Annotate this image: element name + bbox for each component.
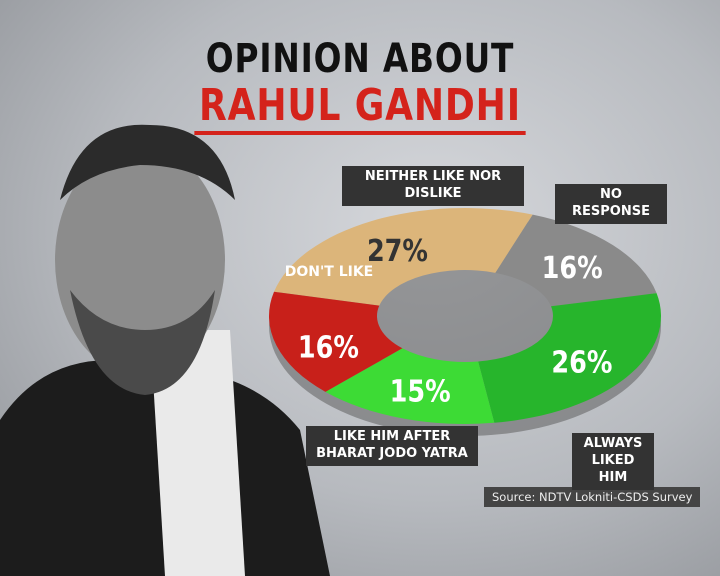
subtitle-text: RAHUL GANDHI xyxy=(194,80,526,135)
value-label: 16% xyxy=(298,330,359,366)
chart-title: OPINION ABOUT xyxy=(205,36,515,82)
category-label: LIKE HIM AFTER BHARAT JODO YATRA xyxy=(306,426,478,466)
donut-slice xyxy=(325,348,495,424)
value-label: 16% xyxy=(542,250,603,286)
donut-slice xyxy=(478,293,661,423)
chart-subtitle: RAHUL GANDHI xyxy=(65,80,655,135)
value-label: 26% xyxy=(551,344,612,380)
category-label: DON'T LIKE xyxy=(284,264,374,280)
donut-slice xyxy=(269,291,403,392)
value-label: 27% xyxy=(367,233,428,269)
category-label: ALWAYS LIKED HIM xyxy=(572,433,654,490)
source: Source: NDTV Lokniti-CSDS Survey xyxy=(484,487,701,507)
category-label: NEITHER LIKE NOR DISLIKE xyxy=(342,166,524,206)
value-label: 15% xyxy=(390,374,451,410)
category-label: NO RESPONSE xyxy=(555,184,667,224)
donut-slice xyxy=(495,214,657,307)
donut-slice xyxy=(274,207,533,306)
portrait-silhouette xyxy=(0,124,330,576)
